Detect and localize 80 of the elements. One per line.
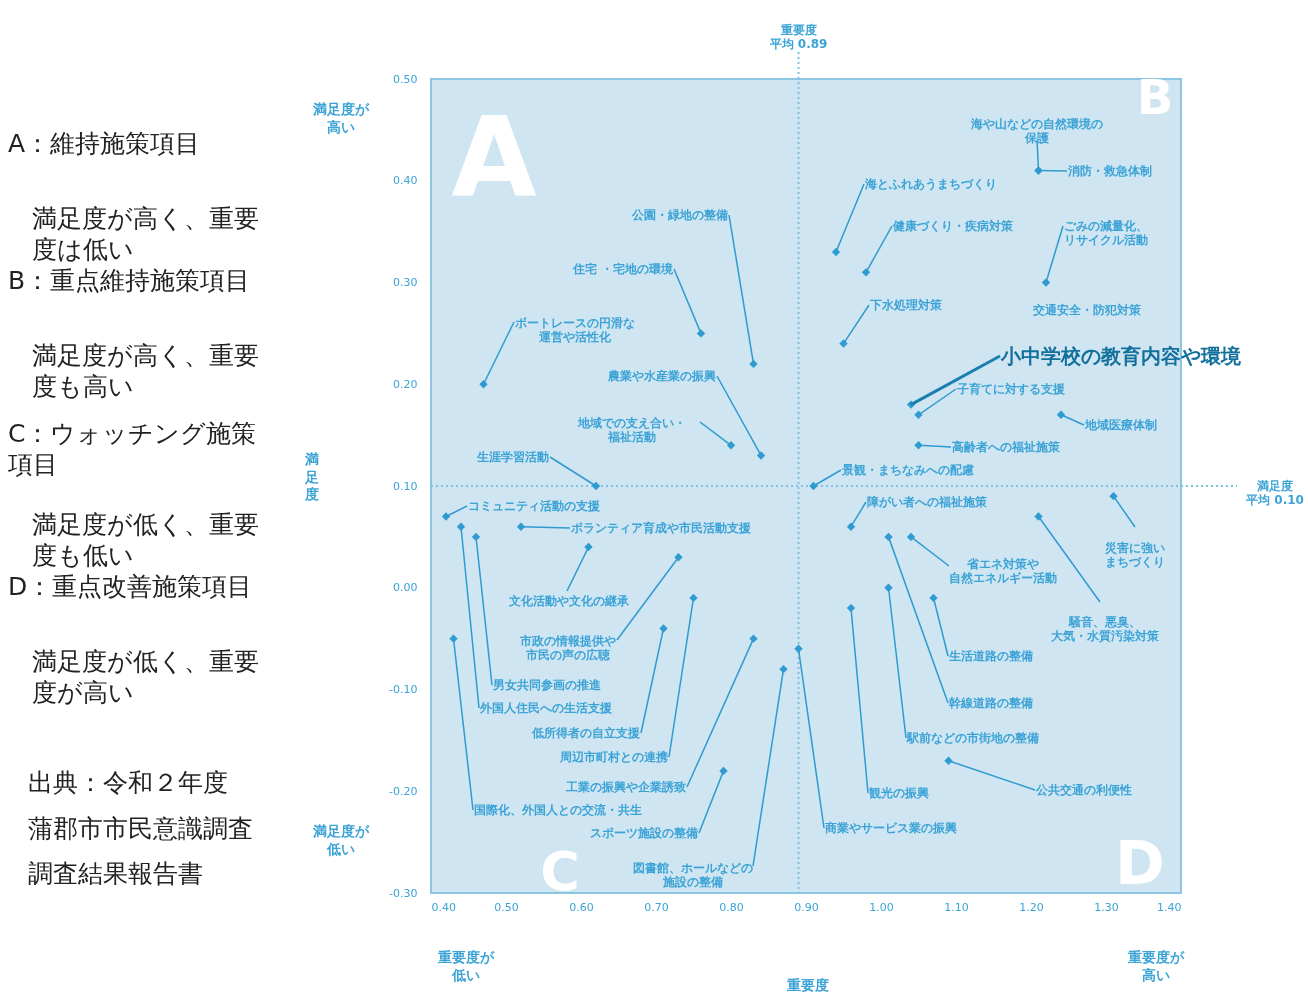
data-label: 地域医療体制 (1084, 418, 1157, 432)
data-label: 農業や水産業の振興 (607, 369, 716, 383)
x-tick-label: 0.70 (644, 900, 669, 914)
y-tick-label: 0.30 (393, 276, 418, 289)
text: 満足度が低い (312, 823, 370, 857)
data-label: スポーツ施設の整備 (590, 826, 698, 840)
x-tick-label: 0.40 (431, 900, 456, 914)
text: 満足度が低く、重要度も低い (32, 510, 259, 571)
y-tick-label: 0.20 (393, 377, 418, 391)
data-label: 子育てに対する支援 (956, 382, 1066, 396)
data-label: 災害に強いまちづくり (1104, 541, 1165, 569)
x-tick-label: 0.50 (494, 900, 519, 914)
y-tick-label: 0.40 (393, 174, 418, 188)
x-tick-label: 1.30 (1094, 900, 1119, 914)
data-label: 商業やサービス業の振興 (824, 821, 957, 835)
data-label: 海や山などの自然環境の保護 (970, 117, 1103, 145)
data-label: 住宅 ・宅地の環境 (571, 262, 674, 276)
data-label: 健康づくり・疾病対策 (892, 219, 1014, 233)
data-label: 生涯学習活動 (476, 450, 549, 464)
x-tick-label: 1.10 (944, 900, 969, 914)
text: 蒲郡市市民意識調査 (28, 814, 253, 843)
data-label: 周辺市町村との連携 (559, 750, 668, 764)
data-label: 公共交通の利便性 (1035, 783, 1132, 797)
x-tick-label: 1.40 (1157, 900, 1182, 914)
y-tick-label: 0.10 (393, 479, 418, 493)
ref-line-label: 満足度平均 0.10 (1245, 479, 1304, 507)
data-label: 図書館、ホールなどの施設の整備 (633, 861, 753, 889)
annotation: B (1136, 69, 1174, 125)
text: 満足度が高く、重要度も高い (32, 341, 259, 402)
data-label: 公園・緑地の整備 (631, 208, 728, 222)
x-axis-title: 重要度 (786, 977, 829, 993)
y-tick-label: 0.50 (393, 72, 418, 86)
data-label: ボランティア育成や市民活動支援 (570, 521, 752, 535)
x-tick-label: 1.00 (869, 900, 894, 914)
x-tick-label: 0.90 (794, 900, 819, 914)
data-label: 観光の振興 (868, 786, 929, 800)
text: C：ウォッチング施策項目 (7, 419, 257, 480)
y-tick-label: -0.10 (389, 683, 418, 696)
text: 重要度が高い (1127, 949, 1185, 983)
data-label: 景観・まちなみへの配慮 (841, 463, 974, 477)
text: A：維持施策項目 (8, 129, 201, 158)
data-label: 国際化、外国人との交流・共生 (474, 803, 642, 817)
y-tick-label: -0.20 (389, 784, 418, 798)
data-label: 市政の情報提供や市民の声の広聴 (519, 634, 616, 662)
text: 調査結果報告書 (28, 859, 203, 888)
y-tick-label: -0.30 (389, 886, 418, 900)
data-label: 騒音、悪臭、大気・水質汚染対策 (1051, 615, 1160, 643)
data-label: 消防・救急体制 (1067, 164, 1152, 178)
data-label: 外国人住民への生活支援 (479, 701, 613, 715)
y-tick-label: 0.00 (393, 581, 418, 595)
data-label: 工業の振興や企業誘致 (565, 780, 686, 794)
text: 満足度が高い (312, 101, 370, 135)
ref-line-label: 重要度平均 0.89 (768, 23, 828, 51)
data-label: 障がい者への福祉施策 (867, 495, 988, 509)
data-label: 下水処理対策 (869, 298, 943, 312)
x-tick-label: 0.60 (569, 900, 594, 914)
x-tick-label: 1.20 (1019, 900, 1044, 914)
data-label: 海とふれあうまちづくり (864, 177, 997, 191)
data-label: 幹線道路の整備 (949, 696, 1033, 710)
source-note: 出典：令和２年度 (28, 768, 228, 797)
text: 満足度が低く、重要度が高い (32, 647, 259, 708)
data-label: 高齢者への福祉施策 (952, 440, 1061, 454)
data-label: コミュニティ活動の支援 (468, 499, 601, 513)
text: 満足度 (304, 451, 319, 502)
data-label: 駅前などの市街地の整備 (906, 731, 1039, 745)
text: 満足度が高く、重要度は低い (32, 204, 259, 265)
data-label: 省エネ対策や自然エネルギー活動 (949, 557, 1057, 585)
x-tick-label: 0.80 (719, 900, 744, 914)
data-label: 地域での支え合い・福祉活動 (577, 416, 686, 444)
data-label: 男女共同参画の推進 (492, 678, 602, 692)
text: 重要度が低い (437, 949, 495, 983)
text: 交通安全・防犯対策 (1033, 303, 1141, 317)
data-label: 生活道路の整備 (948, 649, 1033, 663)
data-label: ボートレースの円滑な運営や活性化 (514, 316, 635, 344)
text: D：重点改善施策項目 (8, 572, 253, 601)
annotation: 小中学校の教育内容や環境 (1000, 344, 1241, 368)
data-label: ごみの減量化、リサイクル活動 (1064, 219, 1148, 247)
data-label: 低所得者の自立支援 (531, 726, 641, 740)
text: B：重点維持施策項目 (8, 266, 251, 295)
data-label: 文化活動や文化の継承 (508, 594, 630, 608)
